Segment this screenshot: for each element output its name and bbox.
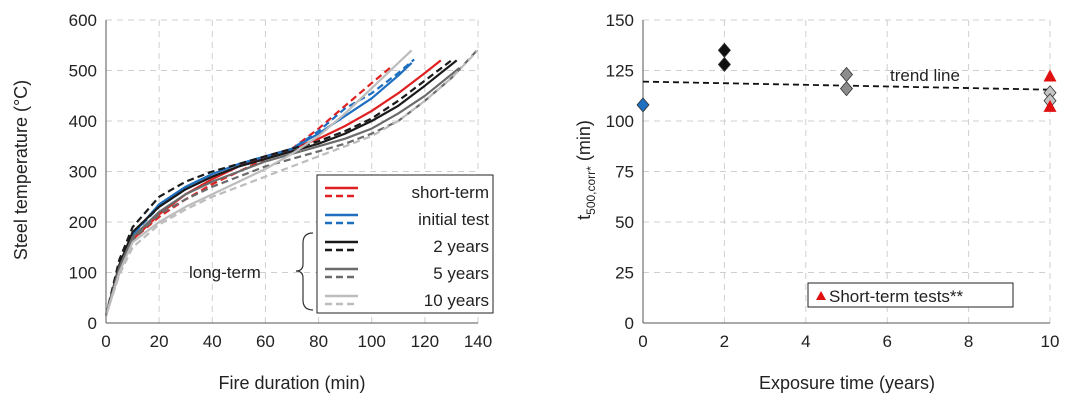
x-tick-label: 60 [256, 332, 275, 351]
y-tick-label: 100 [69, 264, 97, 283]
triangle-marker [1043, 69, 1057, 82]
diamond-marker [839, 81, 854, 97]
temperature-chart-legend: short-term initial test 2 years 5 years 10 y… [189, 174, 494, 314]
series-line [104, 59, 458, 316]
temperature-chart: 0 20 40 60 80 100 120 140 0 100 200 300 400 500 600 Fi… [11, 11, 494, 393]
x-tick-label: 10 [1041, 332, 1060, 351]
series-line [104, 59, 453, 316]
y-tick-label: 75 [615, 163, 634, 182]
diamond-marker [839, 66, 854, 83]
series-line [104, 49, 413, 316]
legend-label: Short-term tests** [829, 287, 964, 306]
x-tick-label: 80 [309, 332, 328, 351]
series-line [104, 67, 461, 316]
temperature-chart-axes [105, 20, 478, 324]
x-tick-label: 2 [720, 332, 729, 351]
y-tick-label: 25 [615, 264, 634, 283]
long-term-brace [295, 232, 314, 311]
y-label-main: t [574, 215, 594, 220]
temperature-chart-ticks: 0 20 40 60 80 100 120 140 0 100 200 300 400 500 600 [69, 11, 493, 351]
x-axis-label: Fire duration (min) [218, 373, 365, 393]
legend-label: 10 years [424, 291, 489, 310]
x-tick-label: 120 [411, 332, 439, 351]
y-label-unit: (min) [574, 120, 594, 166]
y-tick-label: 100 [606, 112, 634, 131]
y-tick-label: 150 [606, 11, 634, 30]
y-tick-label: 600 [69, 11, 97, 30]
y-tick-label: 0 [88, 314, 97, 333]
exposure-chart-axes [642, 20, 1050, 324]
y-tick-label: 200 [69, 213, 97, 232]
x-tick-label: 100 [358, 332, 386, 351]
legend-triangle-marker [816, 291, 826, 300]
y-tick-label: 125 [606, 62, 634, 81]
y-label-subscript: 500,corr* [584, 166, 598, 215]
y-tick-label: 300 [69, 163, 97, 182]
y-tick-label: 500 [69, 62, 97, 81]
legend-label: short-term [412, 183, 489, 202]
legend-label: 5 years [433, 264, 489, 283]
diamond-marker [717, 56, 731, 73]
legend-items: short-term initial test 2 years 5 years 10 y… [325, 183, 489, 310]
x-tick-label: 20 [150, 332, 169, 351]
x-axis-label: Exposure time (years) [759, 373, 935, 393]
diamond-marker [717, 42, 731, 58]
legend-box [316, 174, 494, 314]
y-tick-label: 0 [625, 314, 634, 333]
long-term-label: long-term [189, 263, 261, 282]
y-tick-label: 50 [615, 213, 634, 232]
legend-label: initial test [418, 210, 489, 229]
temperature-chart-series [104, 48, 479, 316]
x-tick-label: 6 [882, 332, 891, 351]
legend-box [807, 282, 1014, 308]
x-tick-label: 40 [203, 332, 222, 351]
diamond-marker [636, 97, 650, 113]
x-tick-label: 140 [464, 332, 492, 351]
exposure-chart-grid [643, 19, 1051, 323]
triangle-marker [1043, 99, 1057, 112]
x-tick-label: 4 [801, 332, 810, 351]
exposure-chart-legend: Short-term tests** [807, 282, 1014, 308]
series-line [104, 49, 479, 316]
x-tick-label: 8 [964, 332, 973, 351]
exposure-chart-points [636, 42, 1057, 113]
y-axis-label: t500,corr* (min) [574, 120, 598, 220]
y-axis-label: Steel temperature (°C) [11, 80, 31, 260]
trend-line-label: trend line [890, 66, 960, 85]
x-tick-label: 0 [101, 332, 110, 351]
y-tick-label: 400 [69, 112, 97, 131]
series-line [104, 58, 415, 316]
x-tick-label: 0 [638, 332, 647, 351]
legend-label: 2 years [433, 237, 489, 256]
